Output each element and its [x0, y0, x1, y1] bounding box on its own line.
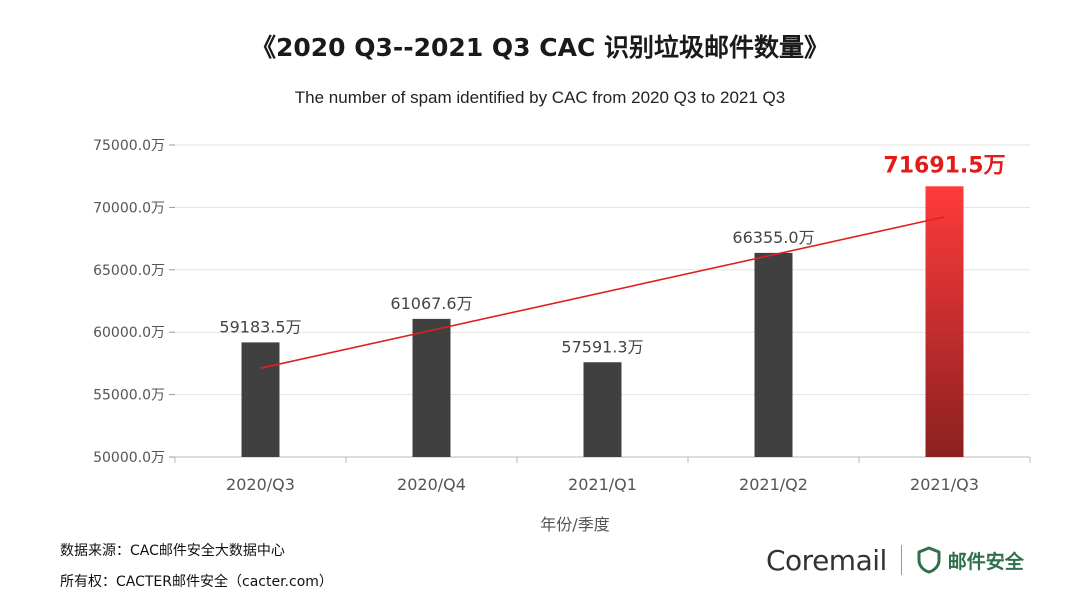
brand-logo: Coremail 邮件安全 [766, 540, 1024, 580]
data-label: 59183.5万 [219, 317, 301, 336]
data-labels: 2020/Q3 59183.5万 2020/Q4 61067.6万 2021/Q1 575… [219, 153, 1005, 494]
y-tick-label: 70000.0万 [93, 200, 165, 216]
chart-title: 《2020 Q3--2021 Q3 CAC 识别垃圾邮件数量》 [250, 33, 830, 62]
y-tick-label: 75000.0万 [93, 138, 165, 154]
bar-2021-q1 [583, 362, 622, 457]
bar-2020-q3 [241, 342, 280, 457]
gridlines [175, 144, 1030, 396]
brand-name: Coremail [766, 543, 887, 577]
x-tick-label: 2020/Q3 [226, 475, 295, 494]
y-tick-label: 50000.0万 [93, 450, 165, 466]
trendline [260, 216, 945, 369]
data-source: 数据来源：CAC邮件安全大数据中心 [60, 543, 285, 559]
x-tick-label: 2021/Q2 [739, 475, 808, 494]
bars [241, 186, 964, 457]
brand-product: 邮件安全 [947, 550, 1024, 573]
highlight-data-label: 71691.5万 [883, 153, 1005, 178]
data-label: 66355.0万 [732, 228, 814, 247]
data-label: 61067.6万 [390, 294, 472, 313]
bar-2021-q3 [925, 186, 964, 457]
y-tick-label: 65000.0万 [93, 263, 165, 279]
trendline-layer [260, 216, 945, 369]
data-label: 57591.3万 [561, 337, 643, 356]
x-tick-label: 2021/Q3 [910, 475, 979, 494]
x-axis-label: 年份/季度 [540, 515, 609, 534]
y-tick-label: 55000.0万 [93, 388, 165, 404]
shield-icon [917, 546, 941, 574]
bar-2021-q2 [754, 252, 793, 457]
copyright: 所有权：CACTER邮件安全（cacter.com） [60, 574, 333, 590]
x-tick-label: 2020/Q4 [397, 475, 466, 494]
x-tick-label: 2021/Q1 [568, 475, 637, 494]
bar-2020-q4 [412, 318, 451, 457]
bar-chart: 50000.0万 55000.0万 60000.0万 65000.0万 70000.0万… [93, 138, 1031, 534]
brand-divider [900, 545, 902, 575]
chart-subtitle: The number of spam identified by CAC fro… [294, 88, 786, 107]
y-tick-label: 60000.0万 [93, 325, 165, 341]
